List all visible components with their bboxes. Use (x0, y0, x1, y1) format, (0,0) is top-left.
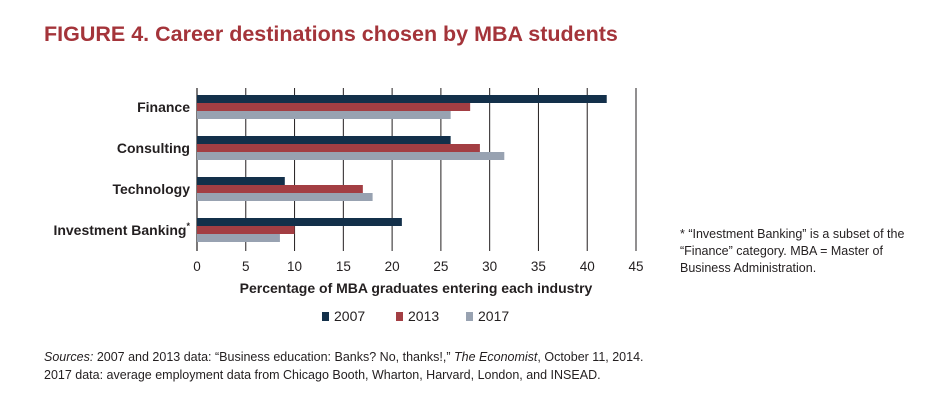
x-tick-label: 35 (531, 259, 546, 274)
x-tick-label: 20 (385, 259, 400, 274)
category-label-text: Investment Banking (53, 222, 186, 238)
legend-label: 2013 (408, 308, 439, 324)
x-tick-label: 10 (287, 259, 302, 274)
legend-swatch (466, 312, 473, 321)
x-tick-label: 40 (580, 259, 595, 274)
legend-item-2007: 2007 (322, 308, 365, 324)
sources-line-1: Sources: 2007 and 2013 data: “Business e… (44, 348, 644, 366)
legend-swatch (396, 312, 403, 321)
sources-date: , October 11, 2014. (537, 350, 644, 364)
bar-2013-3 (197, 226, 295, 234)
x-tick-label: 30 (482, 259, 497, 274)
bar-2013-2 (197, 185, 363, 193)
category-footnote-marker: * (186, 221, 190, 231)
bar-2013-1 (197, 144, 480, 152)
category-label-text: Technology (112, 181, 190, 197)
bar-2007-3 (197, 218, 402, 226)
footnote: * “Investment Banking” is a subset of th… (680, 227, 905, 275)
legend: 2007 2013 2017 (322, 308, 509, 324)
x-tick-labels: 0 5 10 15 20 25 30 35 40 45 (193, 259, 643, 274)
bar-2017-3 (197, 234, 280, 242)
legend-swatch (322, 312, 329, 321)
x-tick-label: 25 (433, 259, 448, 274)
x-tick-label: 0 (193, 259, 201, 274)
sources-line-2: 2017 data: average employment data from … (44, 368, 601, 382)
bar-2017-2 (197, 193, 373, 201)
chart-title: FIGURE 4. Career destinations chosen by … (44, 22, 618, 46)
bar-2007-1 (197, 136, 451, 144)
bar-2017-0 (197, 111, 451, 119)
sources-note: Sources: 2007 and 2013 data: “Business e… (44, 348, 644, 384)
category-label: Consulting (117, 140, 190, 156)
legend-item-2013: 2013 (396, 308, 439, 324)
sources-publication: The Economist (454, 350, 538, 364)
sources-text: 2007 and 2013 data: “Business education:… (96, 350, 451, 364)
category-label-text: Consulting (117, 140, 190, 156)
x-tick-label: 45 (628, 259, 643, 274)
legend-label: 2017 (478, 308, 509, 324)
category-labels: Finance Consulting Technology Investment Ba… (53, 99, 190, 238)
bar-2017-1 (197, 152, 505, 160)
category-label: Technology (112, 181, 190, 197)
legend-item-2017: 2017 (466, 308, 509, 324)
sources-label: Sources: (44, 350, 94, 364)
x-tick-label: 15 (336, 259, 351, 274)
x-axis-title: Percentage of MBA graduates entering eac… (240, 280, 593, 296)
bars (197, 95, 607, 242)
category-label-text: Finance (137, 99, 190, 115)
bar-2007-0 (197, 95, 607, 103)
x-tick-label: 5 (242, 259, 250, 274)
bar-2013-0 (197, 103, 471, 111)
category-label: Investment Banking* (53, 221, 190, 238)
legend-label: 2007 (334, 308, 365, 324)
category-label: Finance (137, 99, 190, 115)
bar-2007-2 (197, 177, 285, 185)
